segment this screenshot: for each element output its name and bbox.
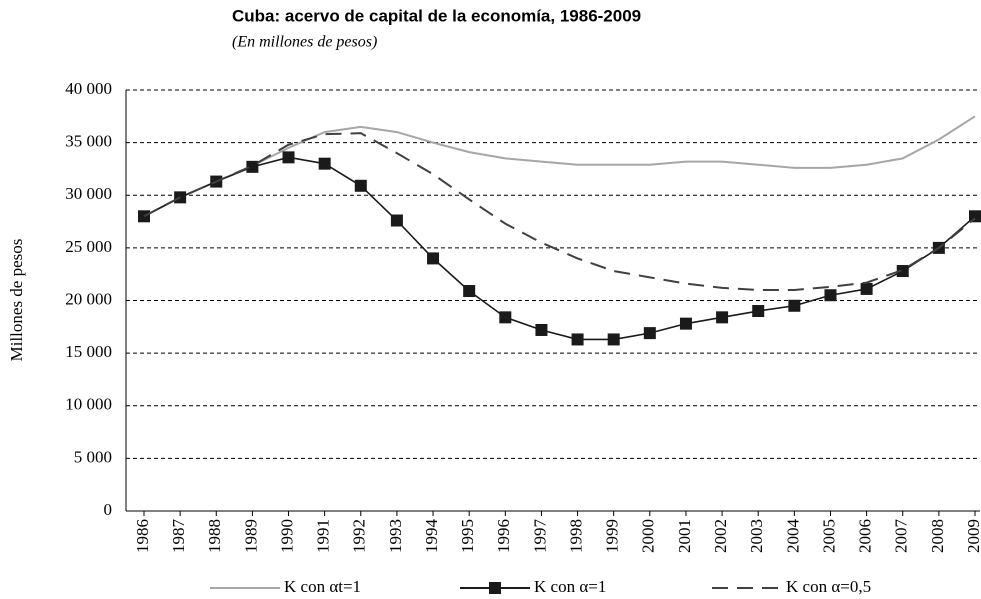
legend-label: K con αt=1 [284, 577, 361, 596]
x-tick-label: 1998 [566, 519, 585, 553]
x-tick-label: 2008 [928, 519, 947, 553]
marker [282, 151, 295, 164]
x-tick-label: 1992 [350, 519, 369, 553]
x-tick-label: 1991 [314, 519, 333, 553]
x-tick-label: 1990 [277, 519, 296, 553]
x-tick-label: 2004 [783, 519, 802, 554]
x-tick-label: 2002 [711, 519, 730, 553]
x-tick-label: 1995 [458, 519, 477, 553]
legend-marker [489, 582, 501, 594]
x-tick-label: 2000 [639, 519, 658, 553]
marker [679, 317, 692, 330]
y-tick-label: 30 000 [65, 184, 112, 203]
marker [643, 327, 656, 340]
marker [896, 265, 909, 278]
legend-label: K con α=1 [534, 577, 606, 596]
legend-label: K con α=0,5 [786, 577, 871, 596]
marker [607, 333, 620, 346]
marker [716, 311, 729, 324]
marker [969, 210, 981, 223]
x-tick-label: 1996 [494, 519, 513, 553]
marker [571, 333, 584, 346]
x-tick-label: 1993 [386, 519, 405, 553]
y-tick-label: 0 [104, 500, 113, 519]
y-tick-label: 35 000 [65, 132, 112, 151]
marker [499, 311, 512, 324]
x-tick-label: 2007 [892, 519, 911, 554]
marker [246, 160, 259, 173]
y-axis-label: Millones de pesos [7, 239, 26, 362]
chart-subtitle: (En millones de pesos) [232, 34, 377, 51]
marker [318, 157, 331, 170]
marker [824, 289, 837, 302]
x-tick-label: 1989 [241, 519, 260, 553]
y-tick-label: 5 000 [74, 447, 112, 466]
x-tick-label: 2009 [964, 519, 981, 553]
x-tick-label: 2006 [856, 519, 875, 553]
x-tick-label: 1994 [422, 519, 441, 554]
y-tick-label: 40 000 [65, 79, 112, 98]
marker [535, 323, 548, 336]
x-tick-label: 1999 [603, 519, 622, 553]
x-tick-label: 1988 [205, 519, 224, 553]
marker [354, 179, 367, 192]
x-tick-label: 2005 [819, 519, 838, 553]
y-tick-label: 10 000 [65, 395, 112, 414]
x-tick-label: 1987 [169, 519, 188, 554]
line-series [143, 132, 976, 291]
line-series [143, 156, 976, 341]
marker [427, 252, 440, 265]
marker [463, 285, 476, 298]
chart-title: Cuba: acervo de capital de la economía, … [232, 6, 641, 25]
marker [788, 299, 801, 312]
y-tick-label: 15 000 [65, 342, 112, 361]
x-tick-label: 1986 [133, 519, 152, 553]
marker [390, 214, 403, 227]
line-series [143, 115, 976, 218]
y-tick-label: 25 000 [65, 237, 112, 256]
x-tick-label: 2003 [747, 519, 766, 553]
x-tick-label: 1997 [530, 519, 549, 554]
x-tick-label: 2001 [675, 519, 694, 553]
y-tick-label: 20 000 [65, 289, 112, 308]
marker [860, 282, 873, 295]
marker [752, 305, 765, 318]
